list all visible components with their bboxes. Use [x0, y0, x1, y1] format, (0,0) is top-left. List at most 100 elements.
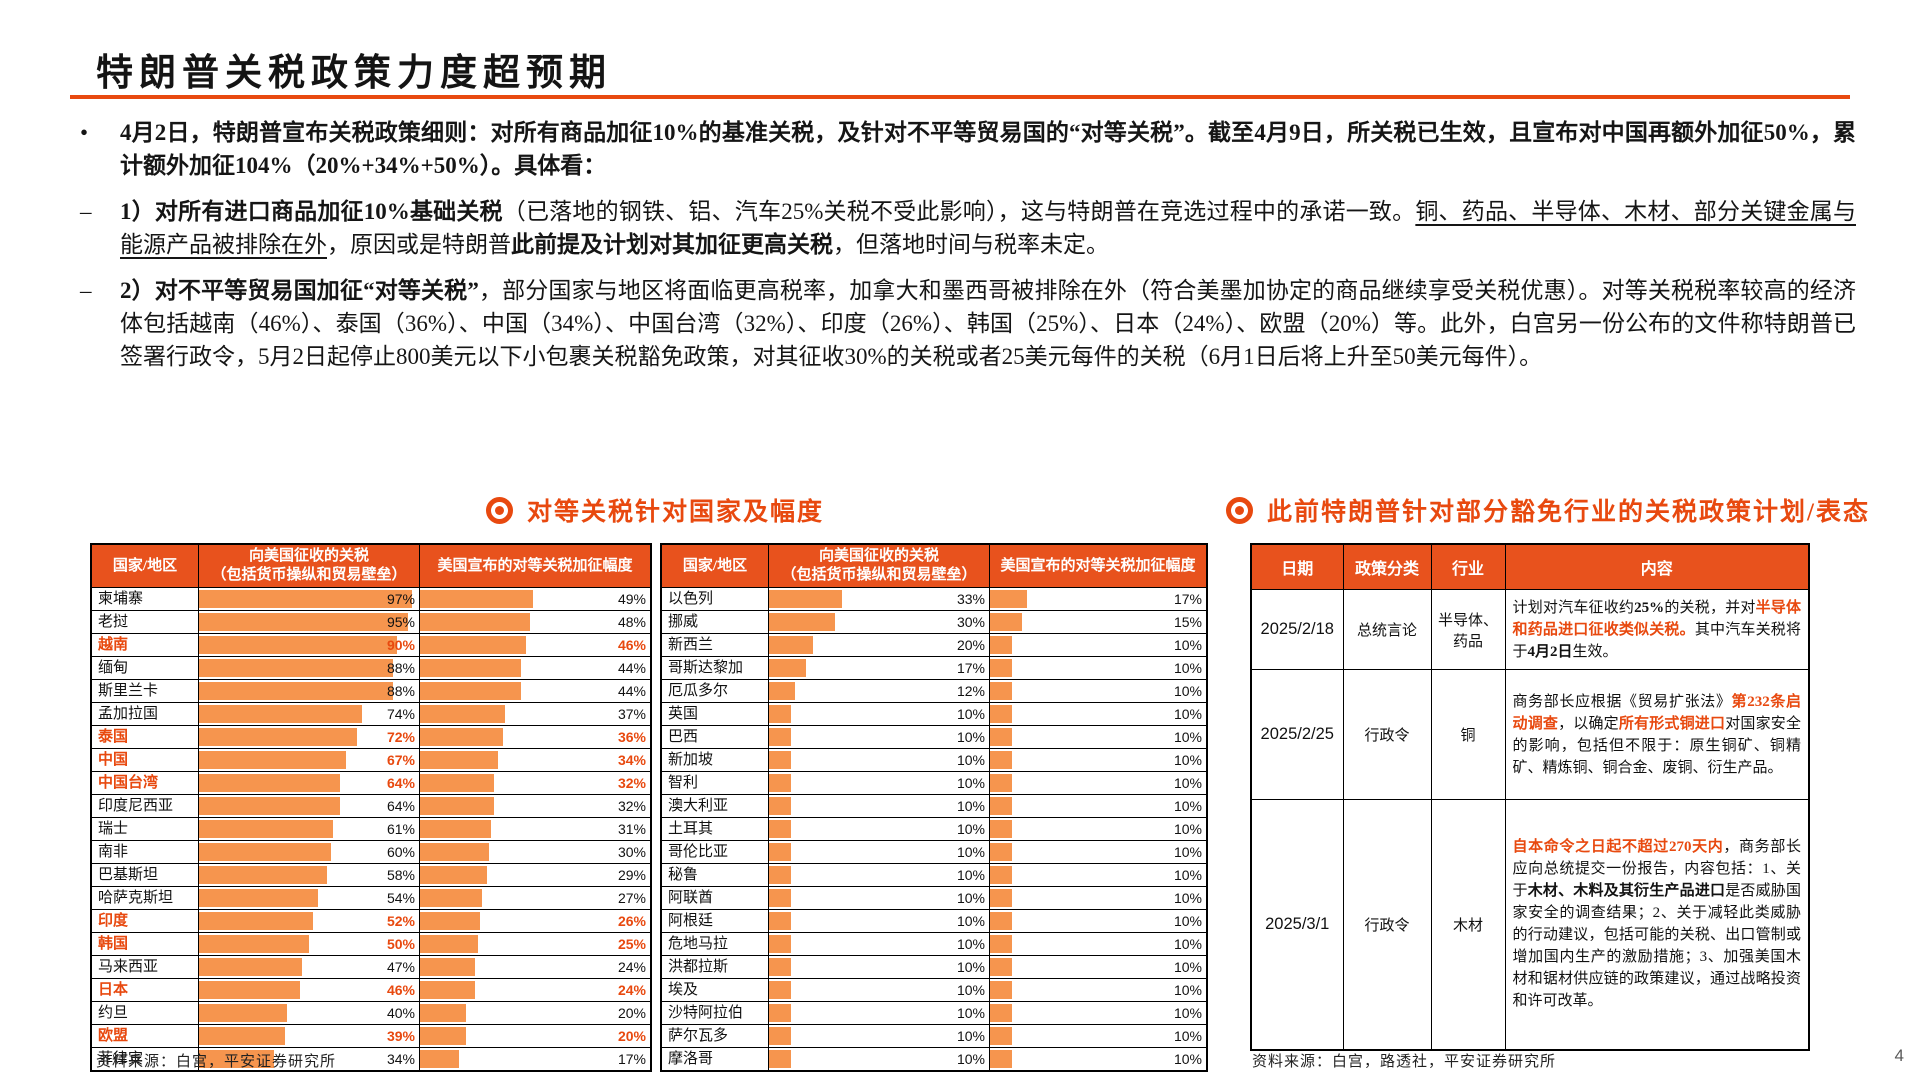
- tariff-value: 54%: [386, 890, 415, 906]
- announced-bar-cell: 37%: [419, 702, 652, 726]
- policy-col-category-header: 政策分类: [1342, 543, 1432, 590]
- country-cell: 摩洛哥: [660, 1047, 769, 1072]
- table-row: 中国 67% 34%: [90, 748, 652, 772]
- charged-bar-cell: 10%: [768, 1001, 990, 1025]
- tariff-bar: [769, 613, 835, 631]
- tariff-bar: [199, 659, 393, 677]
- col-country-header: 国家/地区: [90, 543, 199, 588]
- table-row: 英国 10% 10%: [660, 702, 1208, 726]
- tariff-bar: [420, 774, 494, 792]
- charged-bar-cell: 50%: [198, 932, 420, 956]
- bullet-paragraph: • 4月2日，特朗普宣布关税政策细则：对所有商品加征10%的基准关税，及针对不平等…: [78, 116, 1856, 182]
- country-cell: 英国: [660, 702, 769, 726]
- table-row: 挪威 30% 15%: [660, 610, 1208, 634]
- tariff-value: 32%: [617, 798, 646, 814]
- tariff-value: 10%: [1173, 936, 1202, 952]
- policy-date: 2025/3/1: [1250, 799, 1344, 1050]
- tariff-value: 60%: [386, 844, 415, 860]
- tariff-value: 44%: [617, 683, 646, 699]
- tariff-value: 10%: [956, 913, 985, 929]
- tariff-bar: [769, 1027, 791, 1045]
- country-cell: 马来西亚: [90, 955, 199, 979]
- tariff-table-left: 国家/地区 向美国征收的关税 （包括货币操纵和贸易壁垒） 美国宣布的对等关税加征幅度柬…: [90, 543, 652, 1072]
- charged-bar-cell: 72%: [198, 725, 420, 749]
- table-row: 韩国 50% 25%: [90, 932, 652, 956]
- country-cell: 新西兰: [660, 633, 769, 657]
- tariff-value: 30%: [617, 844, 646, 860]
- policy-date: 2025/2/18: [1250, 589, 1344, 670]
- table-row: 欧盟 39% 20%: [90, 1024, 652, 1048]
- bullseye-icon: [1226, 496, 1253, 524]
- text-segment: ，部分国家与地区将面临更高税率，加拿大和墨西哥被排除在外（符合美墨加协定的商品继…: [120, 278, 1857, 369]
- tariff-bar: [199, 820, 334, 838]
- tariff-bar: [199, 774, 340, 792]
- announced-bar-cell: 31%: [419, 817, 652, 841]
- tariff-value: 34%: [617, 752, 646, 768]
- announced-bar-cell: 10%: [989, 1047, 1208, 1072]
- tariff-bar: [420, 636, 526, 654]
- tariff-value: 64%: [386, 775, 415, 791]
- bullet-paragraph: – 1）对所有进口商品加征10%基础关税（已落地的钢铁、铝、汽车25%关税不受此影…: [78, 195, 1856, 261]
- tariff-bar: [199, 613, 408, 631]
- charged-bar-cell: 30%: [768, 610, 990, 634]
- country-cell: 约旦: [90, 1001, 199, 1025]
- charged-bar-cell: 95%: [198, 610, 420, 634]
- tariff-bar: [199, 751, 347, 769]
- charged-bar-cell: 10%: [768, 840, 990, 864]
- announced-bar-cell: 24%: [419, 978, 652, 1002]
- text-segment: 半导体和药品进口征收类似关税。: [1512, 599, 1802, 638]
- table-row: 土耳其 10% 10%: [660, 817, 1208, 841]
- charged-bar-cell: 47%: [198, 955, 420, 979]
- country-cell: 萨尔瓦多: [660, 1024, 769, 1048]
- charged-bar-cell: 10%: [768, 771, 990, 795]
- text-segment: 自本命令之日起不超过270天内: [1512, 839, 1724, 856]
- policy-content: 自本命令之日起不超过270天内，商务部长应向总统提交一份报告，内容包括：1、关于…: [1504, 799, 1810, 1050]
- tariff-value: 10%: [1173, 913, 1202, 929]
- country-cell: 印度尼西亚: [90, 794, 199, 818]
- tariff-value: 46%: [386, 982, 415, 998]
- tariff-bar: [769, 728, 791, 746]
- announced-bar-cell: 10%: [989, 633, 1208, 657]
- table-row: 南非 60% 30%: [90, 840, 652, 864]
- charged-bar-cell: 10%: [768, 932, 990, 956]
- tariff-value: 24%: [617, 982, 646, 998]
- text-segment: 4月2日，特朗普宣布关税政策细则：对所有商品加征10%的基准关税，及针对不平等贸…: [120, 120, 1856, 178]
- tariff-value: 72%: [386, 729, 415, 745]
- tariff-bar: [990, 935, 1012, 953]
- tariff-value: 10%: [1173, 1028, 1202, 1044]
- tariff-value: 20%: [617, 1028, 646, 1044]
- tariff-bar: [420, 751, 499, 769]
- tariff-bar: [420, 1050, 460, 1068]
- tariff-bar: [990, 797, 1012, 815]
- tariff-bar: [990, 659, 1012, 677]
- tariff-bar: [769, 981, 791, 999]
- bullseye-dot-icon: [495, 505, 504, 515]
- announced-bar-cell: 10%: [989, 817, 1208, 841]
- tariff-value: 10%: [956, 798, 985, 814]
- text-segment: ，原因或是特朗普: [327, 232, 511, 257]
- announced-bar-cell: 10%: [989, 794, 1208, 818]
- tariff-bar: [990, 1027, 1012, 1045]
- tariff-value: 27%: [617, 890, 646, 906]
- tariff-value: 10%: [956, 1051, 985, 1067]
- tariff-value: 88%: [386, 683, 415, 699]
- col-country-header: 国家/地区: [660, 543, 769, 588]
- country-cell: 孟加拉国: [90, 702, 199, 726]
- text-segment: 1）对所有进口商品加征10%基础关税: [120, 199, 503, 224]
- charged-bar-cell: 54%: [198, 886, 420, 910]
- text-segment: 4月2日: [1527, 643, 1573, 660]
- bullet-text: 2）对不平等贸易国加征“对等关税”，部分国家与地区将面临更高税率，加拿大和墨西哥…: [120, 278, 1856, 369]
- tariff-bar: [990, 751, 1012, 769]
- tariff-bar: [199, 935, 309, 953]
- table-row: 哥斯达黎加 17% 10%: [660, 656, 1208, 680]
- announced-bar-cell: 24%: [419, 955, 652, 979]
- charged-bar-cell: 39%: [198, 1024, 420, 1048]
- tariff-bar: [199, 889, 318, 907]
- text-segment: 2）对不平等贸易国加征“对等关税”: [120, 278, 479, 303]
- tariff-value: 10%: [1173, 775, 1202, 791]
- tariff-value: 10%: [956, 1028, 985, 1044]
- charged-bar-cell: 61%: [198, 817, 420, 841]
- table-row: 巴西 10% 10%: [660, 725, 1208, 749]
- tariff-value: 64%: [386, 798, 415, 814]
- text-segment: 此前提及计划对其加征更高关税: [511, 232, 833, 257]
